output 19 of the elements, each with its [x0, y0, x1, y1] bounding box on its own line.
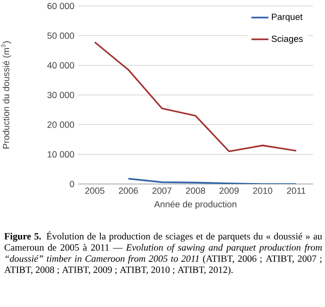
x-tick-label: 2010 [253, 188, 272, 194]
y-tick-label: 60 000 [48, 2, 74, 10]
y-tick-label: 30 000 [47, 92, 74, 98]
text: Figure 5. Évolution de la production de sciages et de parquets du « doussié » au Cameroun de 2005 à 2011 — Evolution of sawing and parquet production from “doussié” timber in Cameroon from 2005 to 2011 (ATIBT, 2006 ; ATIBT, 2007 ; ATIBT, 2008 ; ATIBT, 2009 ; ATIBT, 2010 ; ATIBT, 2012). [4, 231, 322, 275]
y-tick-label: 40 000 [47, 62, 74, 69]
x-tick-label: 2007 [152, 188, 172, 194]
legend-label: Sciages [272, 35, 303, 44]
x-tick-label: 2011 [287, 188, 306, 194]
x-tick-label: 2008 [186, 188, 206, 194]
y-axis-title: Production du doussié (m$^{3}$) [1, 41, 12, 149]
y-tick-label: 50 000 [47, 32, 74, 39]
legend-label: Parquet [272, 14, 303, 22]
x-tick-label: 2009 [220, 188, 239, 194]
y-tick-label: 10 000 [48, 151, 74, 158]
y-tick-label: 0 [70, 180, 74, 188]
x-tick-label: 2006 [118, 188, 138, 194]
x-axis-title: Année de production [154, 200, 236, 210]
y-tick-label: 20 000 [48, 121, 74, 128]
x-tick-label: 2005 [85, 188, 104, 194]
